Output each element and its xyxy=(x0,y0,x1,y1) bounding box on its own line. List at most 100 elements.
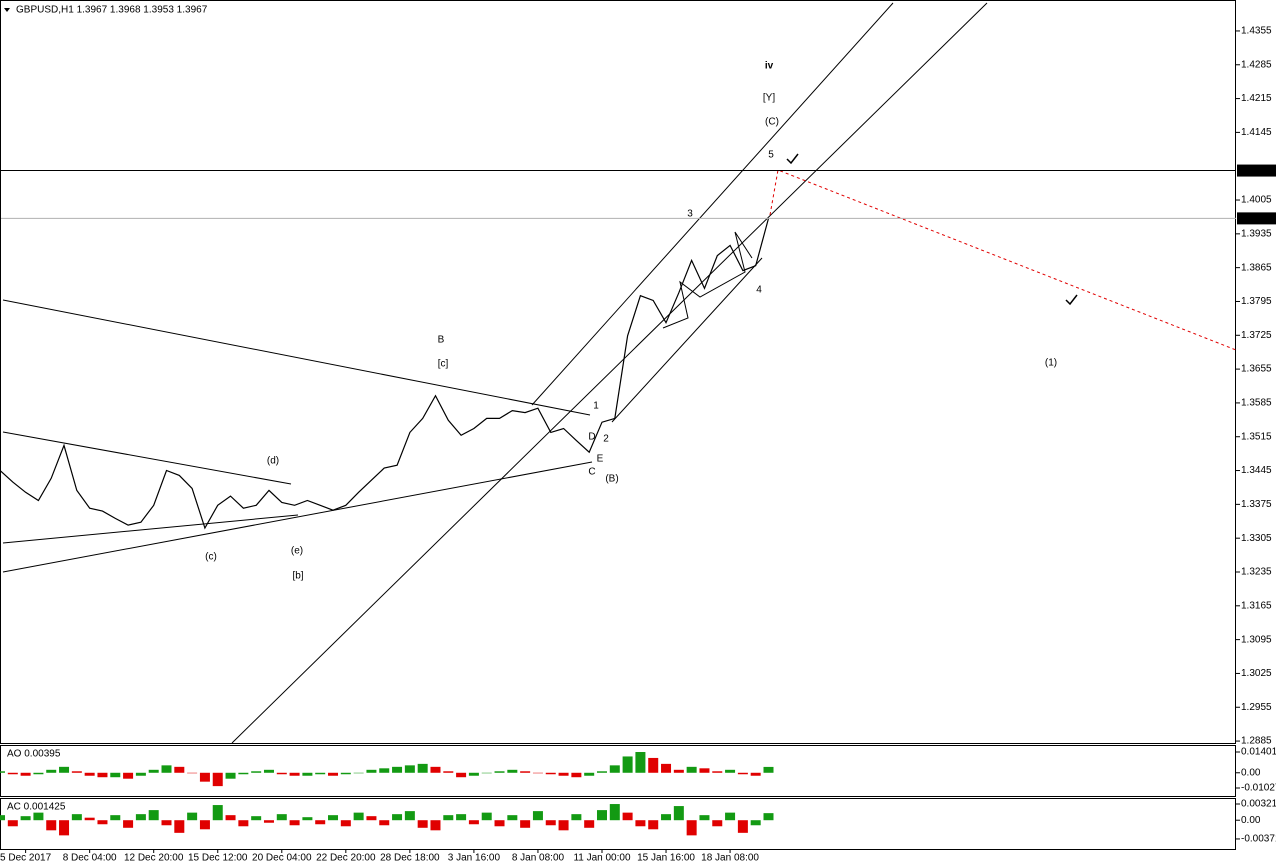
histogram-bar xyxy=(251,771,262,773)
histogram-bar xyxy=(622,756,633,773)
wave-label: (c) xyxy=(205,552,217,563)
indicator-title: AC 0.001425 xyxy=(7,802,66,813)
histogram-bar xyxy=(353,812,364,821)
histogram-bar xyxy=(430,766,441,773)
histogram-bar xyxy=(609,804,620,821)
histogram-bar xyxy=(315,820,326,825)
histogram-bar xyxy=(584,820,595,828)
histogram-bar xyxy=(212,772,223,787)
x-tick-label: 20 Dec 04:00 xyxy=(252,853,312,864)
histogram-bar xyxy=(238,820,249,827)
histogram-bar xyxy=(135,814,146,821)
histogram-bar xyxy=(392,814,403,821)
wave-label: C xyxy=(588,467,595,478)
price-line xyxy=(0,218,770,530)
histogram-bar xyxy=(276,772,287,775)
histogram-bar xyxy=(661,763,672,773)
histogram-bar xyxy=(532,772,543,774)
triangle-line xyxy=(2,514,299,544)
histogram-bar xyxy=(763,813,774,821)
histogram-bar xyxy=(315,772,326,775)
y-tick-label: -0.00371 xyxy=(1241,834,1276,845)
histogram-bar xyxy=(507,769,518,773)
x-tick-label: 3 Jan 16:00 xyxy=(448,853,501,864)
histogram-bar xyxy=(97,820,108,825)
histogram-bar xyxy=(212,805,223,821)
y-tick-label: 1.4005 xyxy=(1241,195,1272,206)
histogram-bar xyxy=(468,820,479,825)
histogram-bar xyxy=(71,814,82,821)
histogram-bar xyxy=(328,815,339,821)
histogram-bar xyxy=(763,766,774,773)
histogram-bar xyxy=(59,766,70,773)
x-tick-label: 22 Dec 20:00 xyxy=(316,853,376,864)
histogram-bar xyxy=(571,814,582,821)
y-tick-label: 1.3445 xyxy=(1241,465,1272,476)
y-tick-label: 1.3655 xyxy=(1241,364,1272,375)
y-tick-label: 1.3515 xyxy=(1241,431,1272,442)
histogram-bar xyxy=(558,820,569,831)
wave-label: (1) xyxy=(1045,358,1057,369)
wave-label: 3 xyxy=(687,209,693,220)
histogram-bar xyxy=(84,817,95,821)
x-tick-label: 15 Jan 16:00 xyxy=(637,853,695,864)
price-panel xyxy=(0,0,1236,744)
histogram-bar xyxy=(33,772,44,775)
histogram-bar xyxy=(456,814,467,821)
histogram-bar xyxy=(20,772,31,776)
histogram-bar xyxy=(558,772,569,776)
histogram-bar xyxy=(7,772,18,775)
histogram-bar xyxy=(71,771,82,773)
histogram-bar xyxy=(712,771,723,773)
y-tick-label: 1.3305 xyxy=(1241,533,1272,544)
check-icon xyxy=(1065,294,1078,306)
histogram-bar xyxy=(46,769,57,773)
histogram-bar xyxy=(340,772,351,775)
histogram-bar xyxy=(635,820,646,827)
wave-label: iv xyxy=(765,61,774,72)
histogram-bar xyxy=(481,812,492,821)
histogram-bar xyxy=(532,811,543,821)
histogram-bar xyxy=(545,772,556,775)
histogram-bar xyxy=(251,816,262,821)
histogram-bar xyxy=(417,820,428,828)
histogram-bar xyxy=(443,815,454,821)
histogram-bar xyxy=(392,766,403,773)
histogram-bar xyxy=(443,771,454,773)
y-tick-label: 1.3935 xyxy=(1241,228,1272,239)
histogram-bar xyxy=(225,815,236,821)
histogram-bar xyxy=(161,765,172,773)
level-label: 1.4066 xyxy=(1240,165,1271,176)
histogram-bar xyxy=(494,771,505,773)
histogram-bar xyxy=(404,811,415,821)
x-tick-label: 28 Dec 18:00 xyxy=(380,853,440,864)
wave-label: 5 xyxy=(768,150,774,161)
histogram-bar xyxy=(622,812,633,821)
y-tick-label: 1.2885 xyxy=(1241,736,1272,747)
histogram-bar xyxy=(340,820,351,827)
histogram-bar xyxy=(686,820,697,836)
histogram-bar xyxy=(123,772,134,779)
histogram-bar xyxy=(7,820,18,827)
histogram-bar xyxy=(699,815,710,821)
histogram-bar xyxy=(545,820,556,826)
wave-label: (e) xyxy=(291,546,303,557)
wave-label: (B) xyxy=(605,474,618,485)
y-tick-label: 1.3795 xyxy=(1241,296,1272,307)
histogram-bar xyxy=(174,766,185,773)
histogram-bar xyxy=(199,820,210,830)
y-tick-label: 1.3865 xyxy=(1241,262,1272,273)
histogram-bar xyxy=(187,812,198,821)
histogram-bar xyxy=(430,820,441,831)
projection-line xyxy=(769,169,1237,351)
wave-label: 4 xyxy=(756,285,762,296)
y-tick-label: 1.4285 xyxy=(1241,59,1272,70)
histogram-bar xyxy=(520,820,531,828)
histogram-bar xyxy=(225,772,236,779)
wave-label: E xyxy=(597,454,604,465)
histogram-bar xyxy=(289,820,300,826)
triangle-line xyxy=(2,461,593,573)
level-label-box xyxy=(1237,164,1276,177)
histogram-bar xyxy=(468,772,479,776)
histogram-bar xyxy=(276,814,287,821)
